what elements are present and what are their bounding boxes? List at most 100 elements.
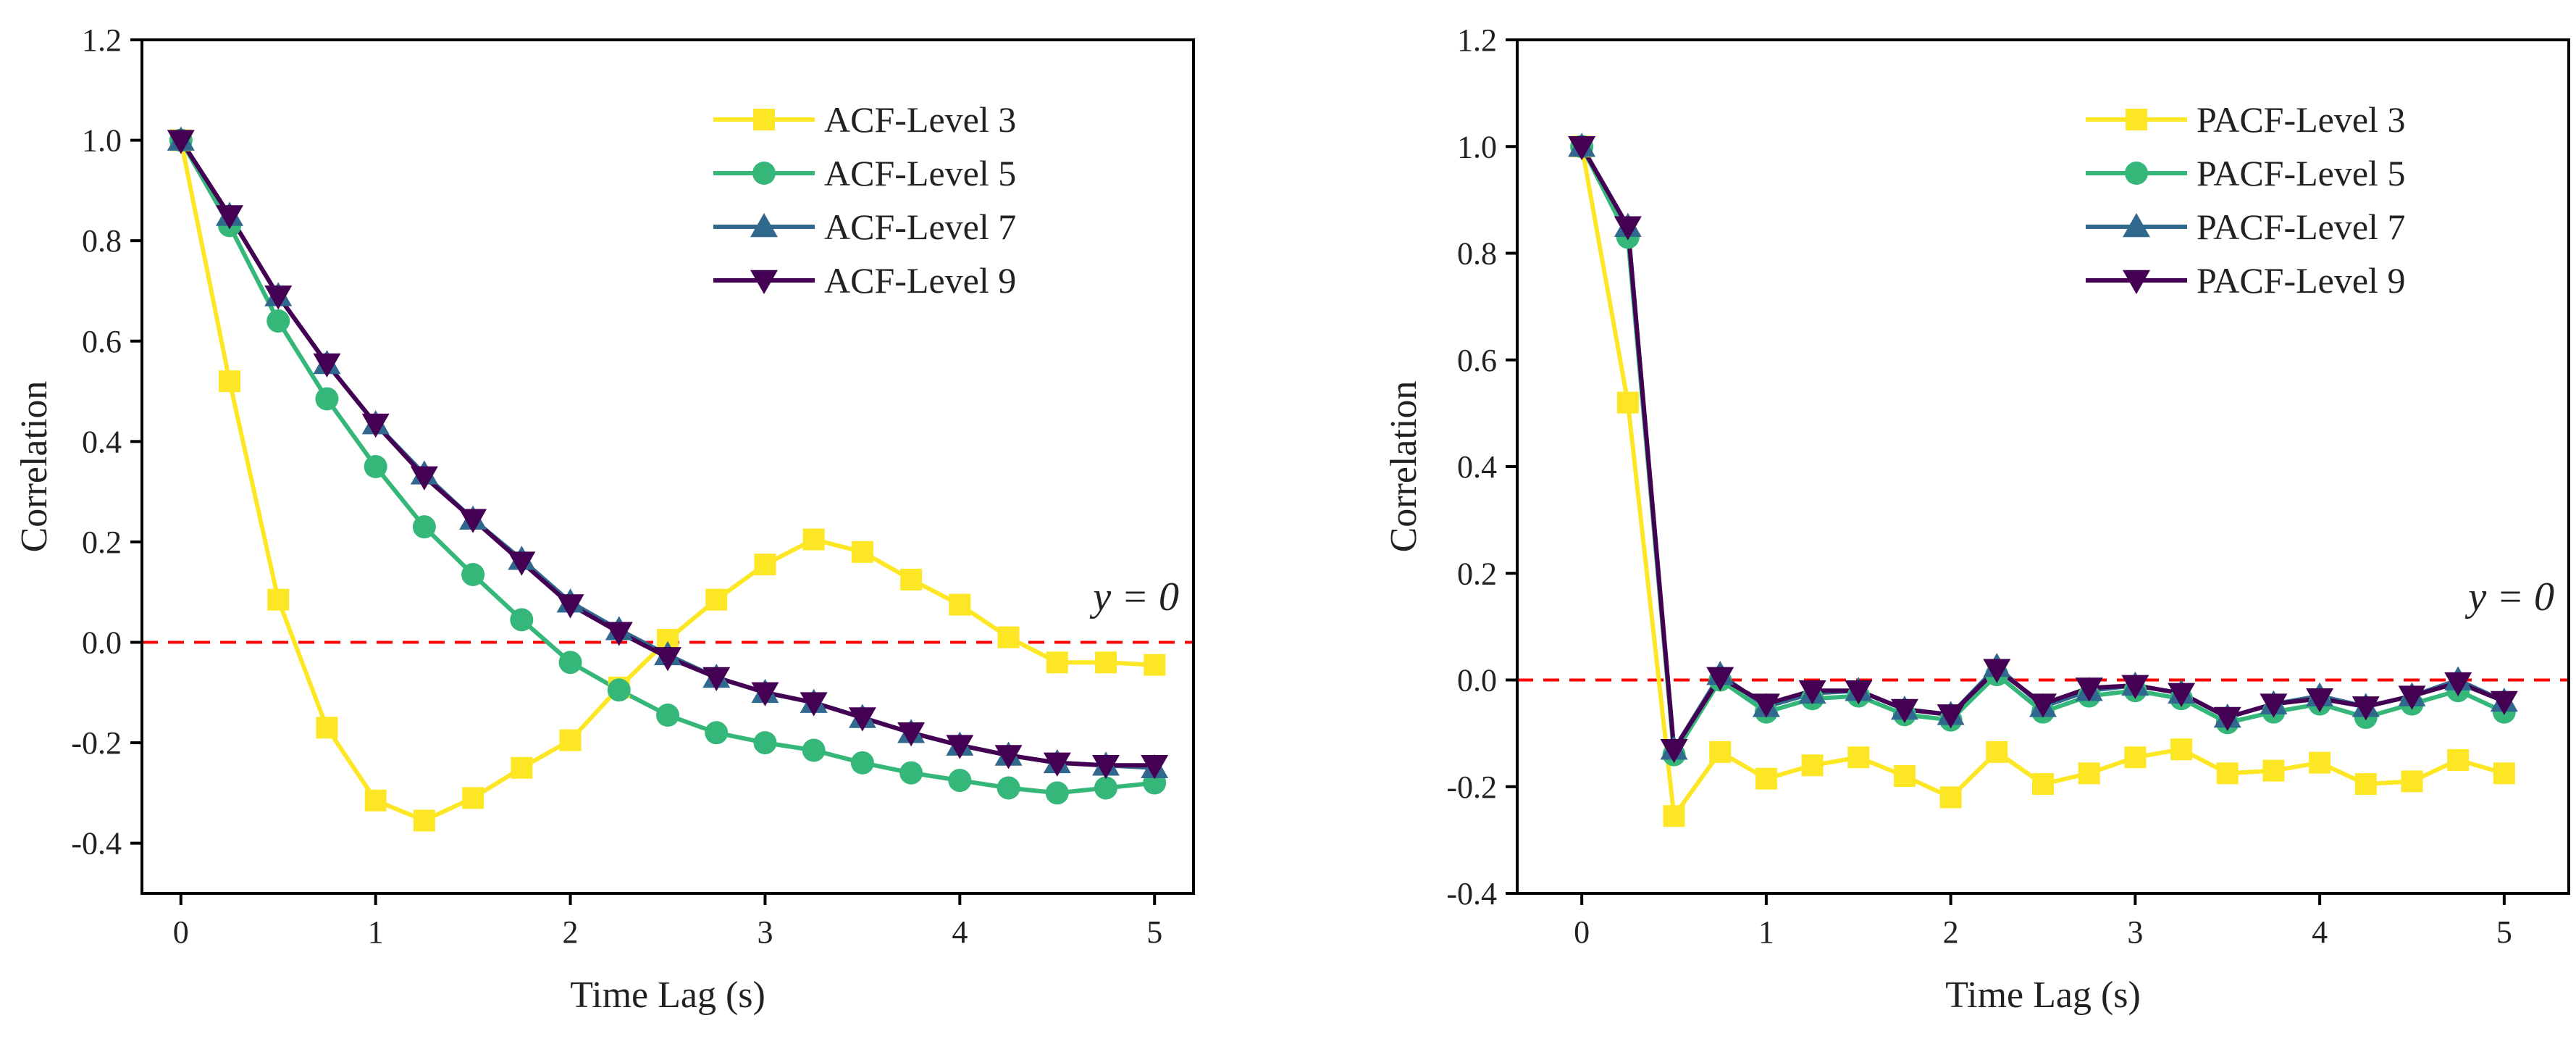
- acf-x-tick-label: 4: [952, 914, 968, 950]
- acf-point-level-5: [1094, 776, 1117, 800]
- pacf-point-level-3: [2401, 770, 2423, 793]
- acf-y-tick-label: 0.6: [82, 324, 122, 359]
- pacf-legend-marker-level-3: [2126, 109, 2147, 130]
- pacf-point-level-9: [2260, 693, 2288, 718]
- acf-point-level-5: [364, 455, 387, 478]
- pacf-point-level-3: [1801, 754, 1824, 777]
- acf-y-tick-label: 0.8: [82, 223, 122, 259]
- acf-point-level-3: [316, 717, 338, 739]
- pacf-point-level-9: [1614, 216, 1642, 241]
- pacf-legend-marker-level-7: [2123, 213, 2150, 238]
- acf-point-level-5: [656, 704, 679, 727]
- acf-x-tick-label: 1: [368, 914, 384, 950]
- acf-point-level-3: [997, 626, 1020, 648]
- pacf-point-level-9: [2168, 683, 2196, 707]
- acf-legend-marker-level-7: [750, 213, 778, 238]
- pacf-point-level-9: [2398, 685, 2426, 710]
- pacf-point-level-3: [1939, 786, 1962, 809]
- acf-point-level-9: [361, 413, 390, 438]
- acf-point-level-9: [167, 130, 195, 154]
- pacf-point-level-9: [1798, 680, 1826, 705]
- acf-x-tick-label: 0: [173, 914, 189, 950]
- acf-point-level-3: [364, 789, 387, 811]
- acf-point-level-3: [802, 528, 825, 551]
- pacf-point-level-3: [1663, 805, 1685, 827]
- pacf-x-axis-label: Time Lag (s): [1945, 975, 2141, 1016]
- acf-point-level-5: [899, 761, 923, 785]
- pacf-x-tick-label: 5: [2496, 914, 2512, 950]
- pacf-point-level-9: [1706, 667, 1734, 691]
- pacf-point-level-9: [2213, 706, 2241, 732]
- pacf-point-level-9: [2029, 693, 2057, 718]
- pacf-y-tick-label: 1.2: [1457, 22, 1497, 58]
- acf-point-level-5: [607, 678, 631, 702]
- acf-point-level-3: [511, 756, 533, 779]
- pacf-chart-panel: 0 1 2 3 4 5 -0.4 -0.2 0.0 0.2 0.4 0.6 0.8 1.0 1.2 Time…: [1383, 22, 2570, 1016]
- acf-point-level-5: [558, 651, 582, 675]
- pacf-point-level-3: [2354, 773, 2377, 796]
- acf-x-axis-label: Time Lag (s): [570, 975, 765, 1016]
- acf-x-tick-label: 5: [1146, 914, 1162, 950]
- acf-point-level-3: [1144, 654, 1166, 676]
- acf-chart-panel: 0 1 2 3 4 5 -0.4 -0.2 0.0 0.2 0.4 0.6 0.8 1.0 1.2 Time…: [14, 22, 1195, 1016]
- acf-point-level-3: [462, 787, 484, 809]
- pacf-point-level-3: [2447, 748, 2470, 771]
- pacf-legend-label-level-9: PACF-Level 9: [2197, 260, 2405, 301]
- acf-legend-marker-level-3: [753, 109, 775, 130]
- acf-point-level-3: [413, 809, 435, 832]
- acf-point-level-9: [216, 205, 243, 230]
- pacf-x-tick-label: 4: [2312, 914, 2328, 950]
- pacf-point-level-9: [2121, 675, 2149, 699]
- acf-point-level-3: [559, 729, 582, 751]
- acf-point-level-9: [556, 594, 584, 619]
- pacf-point-level-3: [2170, 738, 2193, 761]
- pacf-point-level-3: [1709, 740, 1732, 763]
- acf-point-level-3: [900, 568, 923, 591]
- acf-point-level-5: [412, 515, 436, 539]
- pacf-reference-annotation: y = 0: [2464, 575, 2554, 619]
- acf-point-level-3: [1046, 651, 1068, 674]
- acf-legend: ACF-Level 3 ACF-Level 5 ACF-Level 7 ACF-Lev…: [713, 99, 1016, 301]
- pacf-legend-marker-level-5: [2125, 162, 2148, 185]
- acf-point-level-3: [1095, 651, 1117, 674]
- pacf-y-tick-label: 0.2: [1457, 556, 1497, 591]
- pacf-legend-label-level-5: PACF-Level 5: [2197, 153, 2405, 193]
- pacf-y-tick-label: 0.8: [1457, 236, 1497, 272]
- acf-y-tick-label: 0.0: [82, 625, 122, 661]
- acf-x-tick-label: 3: [757, 914, 773, 950]
- acf-point-level-9: [897, 722, 926, 747]
- acf-legend-marker-level-5: [752, 162, 776, 185]
- pacf-point-level-3: [2032, 773, 2054, 796]
- acf-point-level-9: [800, 692, 828, 717]
- acf-y-tick-label: 1.0: [82, 123, 122, 159]
- acf-point-level-3: [754, 554, 776, 576]
- acf-point-level-5: [948, 769, 972, 793]
- acf-point-level-9: [1141, 755, 1169, 780]
- acf-point-level-9: [264, 285, 293, 310]
- acf-point-level-3: [851, 541, 873, 563]
- acf-point-level-3: [705, 588, 728, 611]
- pacf-point-level-9: [1568, 136, 1596, 161]
- pacf-point-level-9: [1890, 698, 1918, 723]
- acf-x-tick-label: 2: [563, 914, 579, 950]
- pacf-y-tick-label: 1.0: [1457, 129, 1497, 164]
- pacf-point-level-9: [2306, 688, 2334, 713]
- pacf-point-level-9: [2490, 690, 2518, 715]
- pacf-plot-area: [1517, 133, 2569, 827]
- pacf-point-level-3: [2309, 751, 2331, 774]
- pacf-x-tick-label: 3: [2127, 914, 2143, 950]
- acf-legend-label-level-3: ACF-Level 3: [824, 99, 1016, 140]
- acf-point-level-5: [753, 731, 777, 755]
- acf-point-level-5: [997, 776, 1020, 800]
- acf-point-level-3: [219, 370, 240, 393]
- pacf-point-level-3: [2262, 759, 2285, 782]
- acf-y-tick-label: 0.4: [82, 424, 122, 459]
- pacf-y-axis-label: Correlation: [1383, 381, 1425, 553]
- acf-point-level-9: [994, 745, 1023, 769]
- acf-point-level-5: [1045, 781, 1069, 805]
- pacf-y-tick-label: 0.0: [1457, 663, 1497, 698]
- acf-point-level-5: [315, 387, 339, 411]
- acf-point-level-5: [461, 562, 485, 586]
- pacf-point-level-3: [2078, 762, 2100, 785]
